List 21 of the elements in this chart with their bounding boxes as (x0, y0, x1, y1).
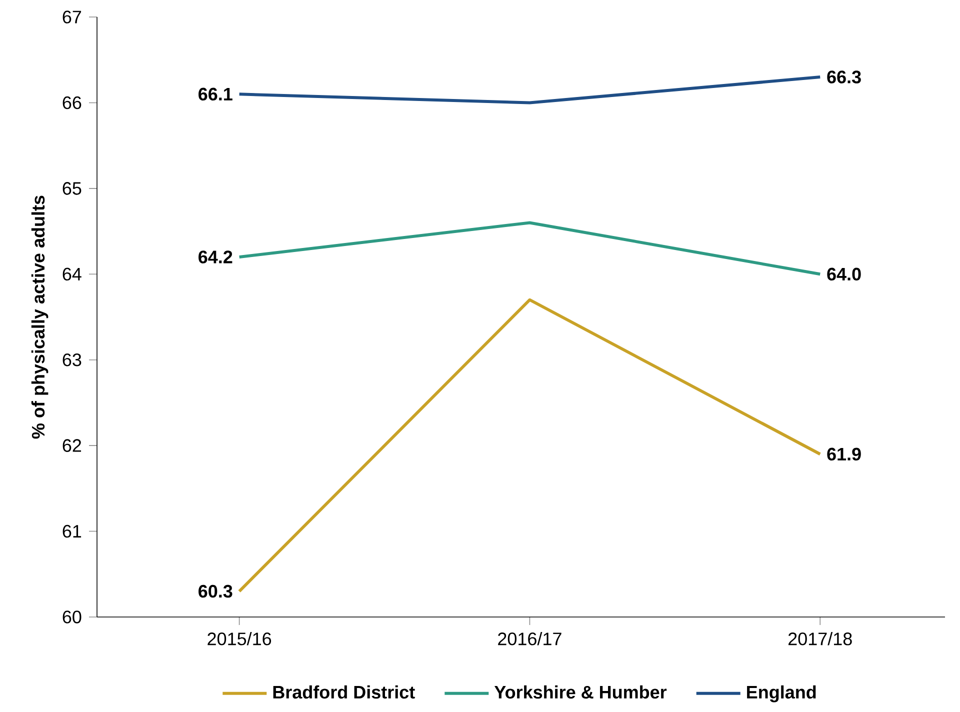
data-label: 64.2 (198, 250, 232, 264)
data-label: 61.9 (827, 448, 861, 461)
y-tick-label: 63 (62, 353, 82, 366)
legend-label: Yorkshire & Humber (494, 685, 667, 699)
y-tick-label: 67 (62, 10, 82, 24)
y-tick-label: 61 (62, 524, 82, 538)
y-tick-label: 64 (62, 268, 82, 281)
x-tick-label: 2017/18 (788, 632, 852, 646)
y-tick-label: 66 (62, 96, 82, 110)
y-tick-label: 65 (62, 182, 82, 195)
data-label: 66.1 (198, 88, 232, 101)
legend-label: Bradford District (273, 685, 415, 699)
x-tick-label: 2015/16 (208, 632, 272, 646)
data-label: 66.3 (827, 70, 861, 84)
legend-label: England (747, 685, 816, 702)
y-axis-title: % of physically active adults (31, 196, 48, 439)
data-label: 64.0 (827, 268, 861, 281)
y-tick-label: 60 (62, 610, 82, 624)
y-tick-label: 62 (62, 439, 82, 452)
data-label: 60.3 (198, 584, 232, 598)
x-tick-label: 2016/17 (498, 632, 562, 646)
